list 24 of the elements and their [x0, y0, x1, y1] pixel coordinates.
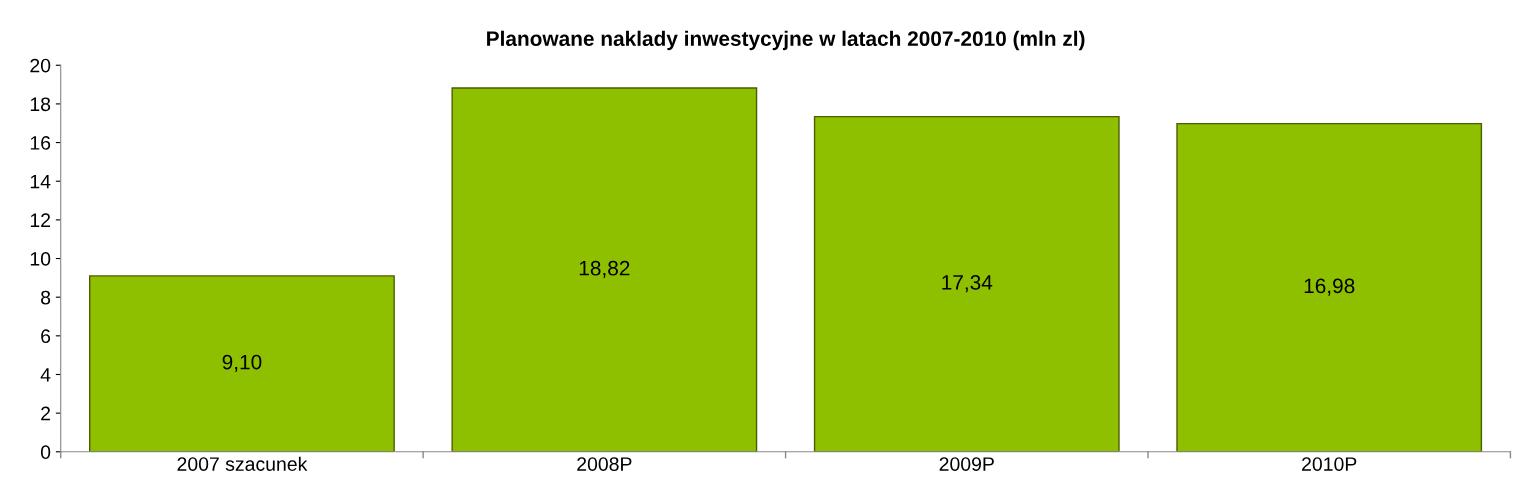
data-label: 9,10: [222, 354, 262, 372]
y-tick-label: 0: [40, 445, 51, 460]
y-tick-label: 6: [41, 329, 51, 344]
y-tick-label: 14: [30, 174, 51, 189]
y-tick-label: 2: [41, 406, 51, 421]
y-tick-label: 4: [40, 368, 51, 382]
bar: [89, 275, 395, 452]
data-label: 16,98: [1304, 278, 1355, 296]
x-tick-label: 2010P: [1302, 457, 1357, 471]
y-tick-label: 20: [30, 58, 51, 73]
chart-title: Planowane naklady inwestycyjne w latach 2007-2010 (mln zl): [487, 30, 1085, 51]
x-tick-label: 2008P: [577, 457, 632, 471]
data-label: 18,82: [579, 260, 630, 278]
x-tick-label: 2009P: [939, 457, 994, 471]
y-tick-label: 12: [30, 213, 51, 227]
y-tick-label: 8: [41, 290, 51, 305]
y-tick-label: 18: [30, 97, 51, 112]
y-tick-label: 16: [30, 136, 51, 150]
bar: [1176, 122, 1483, 452]
bar: [451, 87, 758, 452]
bar: [813, 115, 1120, 452]
x-tick-label: 2007 szacunek: [177, 456, 308, 471]
data-label: 17,34: [942, 275, 993, 293]
y-tick-label: 10: [30, 252, 51, 266]
